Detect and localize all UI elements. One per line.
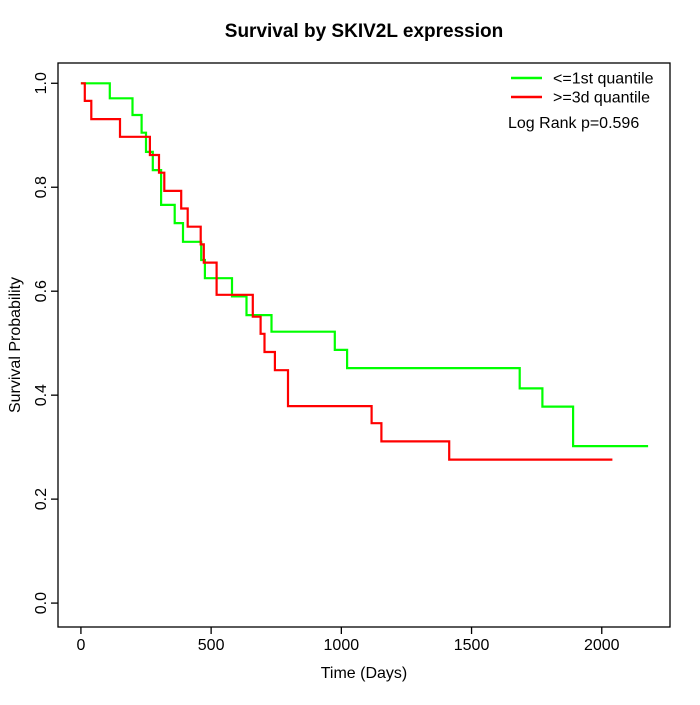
y-tick-label: 0.8 <box>33 176 50 198</box>
y-axis-title: Survival Probability <box>7 277 24 413</box>
chart-title: Survival by SKIV2L expression <box>225 21 503 42</box>
survival-curves <box>80 82 649 461</box>
axes: 0 500 1000 1500 2000 0.0 0.2 0.4 0.6 0.8 1.0 <box>33 72 620 654</box>
y-tick-label: 0.0 <box>33 592 50 614</box>
x-tick-label: 1000 <box>324 637 360 654</box>
legend-label-le-1st-quantile: <=1st quantile <box>553 71 654 88</box>
x-tick-label: 1500 <box>454 637 490 654</box>
y-tick-label: 0.6 <box>33 280 50 302</box>
x-tick-label: 500 <box>198 637 225 654</box>
y-tick-label: 0.2 <box>33 488 50 510</box>
legend: <=1st quantile >=3d quantile <box>511 71 654 107</box>
plot-area-border <box>57 62 671 628</box>
x-axis-title: Time (Days) <box>321 665 408 682</box>
survival-curve-ge-3d-quantile <box>80 82 613 461</box>
x-tick-label: 0 <box>76 637 85 654</box>
y-tick-label: 0.4 <box>33 384 50 406</box>
legend-label-ge-3d-quantile: >=3d quantile <box>553 90 650 107</box>
survival-curve-le-1st-quantile <box>80 82 649 448</box>
log-rank-pvalue: Log Rank p=0.596 <box>508 115 639 132</box>
x-tick-label: 2000 <box>584 637 620 654</box>
y-tick-label: 1.0 <box>33 72 50 94</box>
